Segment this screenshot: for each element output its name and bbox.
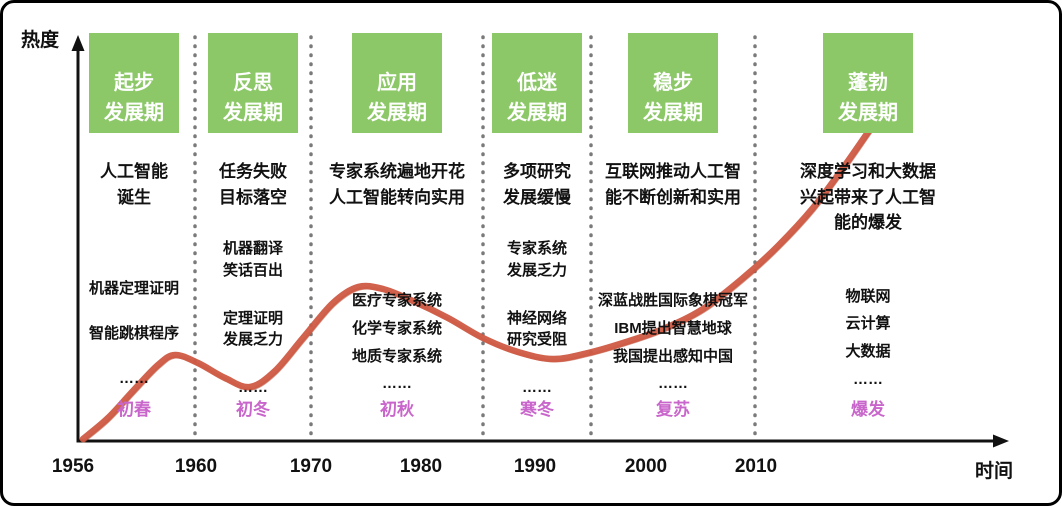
period-column-booming: 蓬勃 发展期 深度学习和大数据 兴起带来了人工智 能的爆发 物联网 云计算 大数… [765,33,971,463]
x-tick-1990: 1990 [513,456,557,477]
x-tick-1980: 1980 [399,456,443,477]
y-axis-label: 热度 [21,30,60,51]
trend-curve [79,79,912,443]
season-label: 寒冬 [520,400,554,419]
period-title: 低迷 发展期 [507,72,567,124]
period-headline: 多项研究 发展缓慢 [503,162,571,207]
x-axis-label: 时间 [975,461,1014,482]
period-title: 反思 发展期 [223,72,283,124]
period-title-box: 起步 发展期 [89,33,179,133]
period-title-box: 低迷 发展期 [492,33,582,133]
period-title-box: 反思 发展期 [208,33,298,133]
x-tick-2010: 2010 [734,456,778,477]
period-items: 医疗专家系统 化学专家系统 地质专家系统 …… [352,290,442,395]
period-item: 我国提出感知中国 [612,347,733,365]
x-tick-1956: 1956 [51,456,95,477]
period-item: 机器定理证明 [88,280,179,297]
ellipsis: …… [657,375,688,393]
period-column-reflection: 反思 发展期 任务失败 目标落空 机器翻译 笑话百出 定理证明 发展乏力 …… … [197,33,309,463]
period-title: 起步 发展期 [104,72,164,124]
ellipsis: …… [237,379,268,396]
x-tick-1960: 1960 [174,456,218,477]
ellipsis: …… [852,370,883,388]
season-label: 初冬 [236,400,270,419]
period-column-initial: 起步 发展期 人工智能 诞生 机器定理证明 智能跳棋程序 …… 初春 [75,33,193,463]
ellipsis: …… [381,375,412,393]
period-title-box: 蓬勃 发展期 [823,33,913,133]
period-title: 稳步 发展期 [643,72,703,124]
season-label: 复苏 [656,400,690,419]
period-items: 物联网 云计算 大数据 …… [845,286,890,391]
period-item: 神经网络 研究受阻 [506,309,567,349]
period-title: 蓬勃 发展期 [838,72,898,124]
period-item: 定理证明 发展乏力 [222,309,283,349]
period-items: 机器定理证明 智能跳棋程序 …… [89,278,179,389]
period-item: 专家系统 发展乏力 [506,240,567,279]
period-title-box: 稳步 发展期 [628,33,718,133]
period-item: 智能跳棋程序 [88,324,179,342]
period-items: 深蓝战胜国际象棋冠军 IBM提出智慧地球 我国提出感知中国 …… [598,290,748,395]
period-item: 大数据 [845,343,891,360]
period-column-application: 应用 发展期 专家系统遍地开花 人工智能转向实用 医疗专家系统 化学专家系统 地… [313,33,481,463]
season-label: 爆发 [851,400,885,419]
ellipsis: …… [521,379,552,396]
period-headline: 互联网推动人工智 能不断创新和实用 [605,162,741,207]
period-item: IBM提出智慧地球 [614,319,732,337]
x-tick-2000: 2000 [624,456,668,477]
period-title-box: 应用 发展期 [352,33,442,133]
period-item: 化学专家系统 [351,319,442,337]
diagram-canvas [71,35,1009,448]
period-item: 云计算 [845,315,891,333]
y-axis-arrow-icon [71,35,85,51]
ellipsis: …… [118,369,149,387]
period-item: 物联网 [845,287,891,305]
period-item: 医疗专家系统 [351,292,442,309]
period-item: 机器翻译 笑话百出 [222,240,283,279]
period-items: 机器翻译 笑话百出 定理证明 发展乏力 …… [223,238,283,399]
period-item: 地质专家系统 [351,347,442,365]
period-title: 应用 发展期 [367,72,427,124]
period-items: 专家系统 发展乏力 神经网络 研究受阻 …… [507,238,567,399]
period-dividers [193,35,757,441]
period-item: 深蓝战胜国际象棋冠军 [597,292,748,309]
season-label: 初秋 [380,400,414,419]
x-axis-arrow-icon [993,434,1009,448]
period-headline: 人工智能 诞生 [100,162,168,207]
period-headline: 专家系统遍地开花 人工智能转向实用 [329,162,465,207]
x-tick-1970: 1970 [289,456,333,477]
period-column-steady: 稳步 发展期 互联网推动人工智 能不断创新和实用 深蓝战胜国际象棋冠军 IBM提… [593,33,753,463]
period-headline: 深度学习和大数据 兴起带来了人工智 能的爆发 [800,162,936,232]
period-column-downturn: 低迷 发展期 多项研究 发展缓慢 专家系统 发展乏力 神经网络 研究受阻 …… … [485,33,589,463]
season-label: 初春 [117,400,151,419]
period-headline: 任务失败 目标落空 [219,162,287,207]
